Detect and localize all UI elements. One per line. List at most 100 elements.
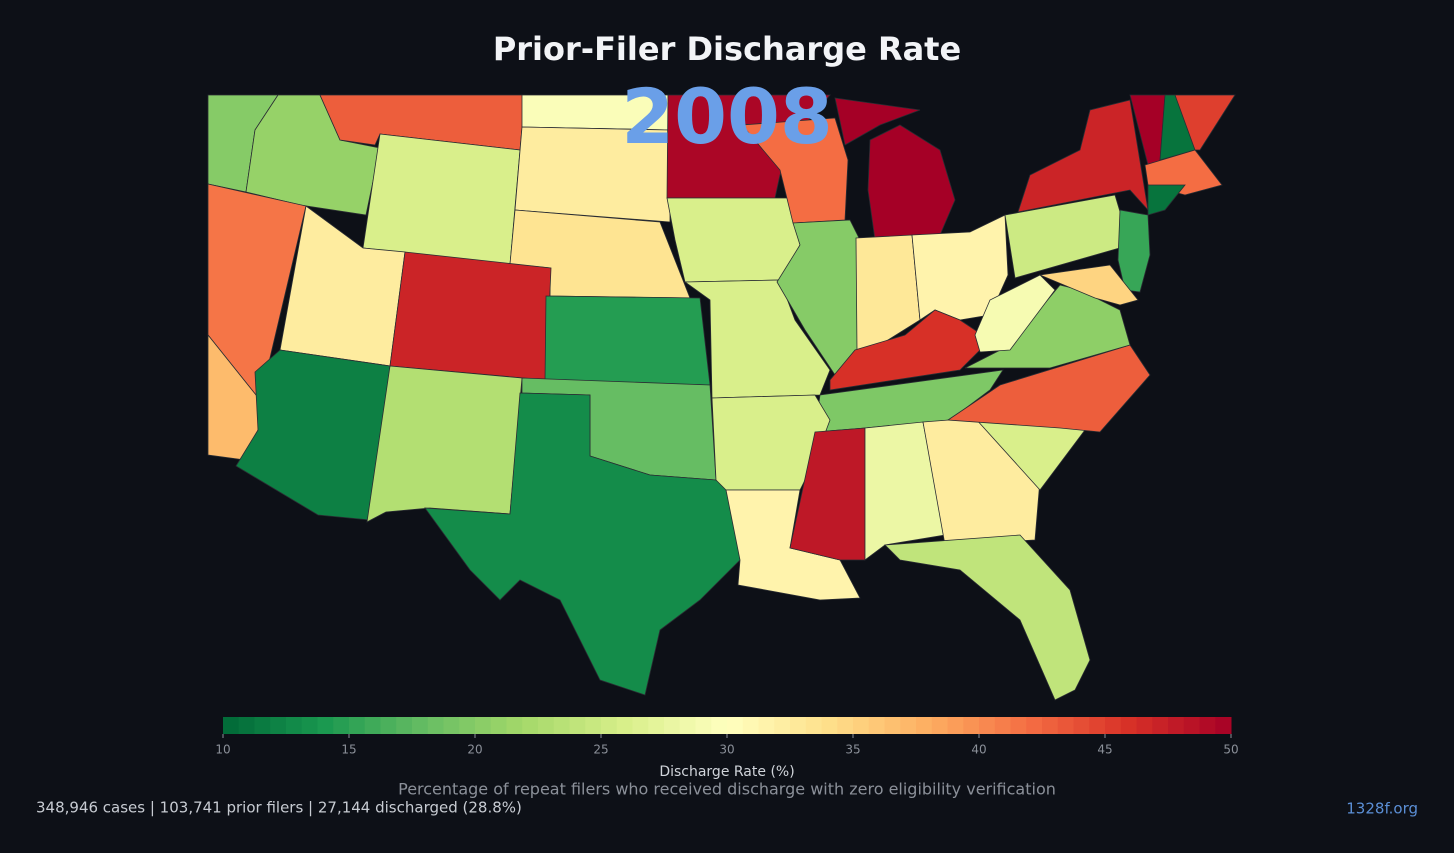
colorbar-tick-label: 15 [341, 743, 356, 757]
colorbar-tick-label: 10 [215, 743, 230, 757]
colorbar-segment [695, 717, 712, 734]
colorbar-segment [664, 717, 681, 734]
colorbar-segment [1105, 717, 1122, 734]
colorbar-segment [1168, 717, 1185, 734]
colorbar-segment [1136, 717, 1153, 734]
colorbar-segment [254, 717, 271, 734]
region [884, 534, 1091, 701]
region [1017, 99, 1149, 213]
region [1038, 264, 1139, 306]
region [789, 427, 866, 561]
colorbar-segment [443, 717, 460, 734]
colorbar-tick-label: 30 [719, 743, 734, 757]
colorbar-segment [742, 717, 759, 734]
colorbar-tick-label: 40 [971, 743, 986, 757]
colorbar-segment [1057, 717, 1074, 734]
colorbar-segment [238, 717, 255, 734]
colorbar-segment [884, 717, 901, 734]
region [864, 421, 946, 561]
region [362, 133, 521, 266]
colorbar-segment [585, 717, 602, 734]
colorbar-segment [286, 717, 303, 734]
colorbar-segment [349, 717, 366, 734]
region [1147, 184, 1186, 216]
region [389, 251, 552, 381]
colorbar-segment [868, 717, 885, 734]
colorbar-tick-label: 20 [467, 743, 482, 757]
colorbar-segment [364, 717, 381, 734]
region [666, 197, 801, 283]
subtitle: Percentage of repeat filers who received… [398, 780, 1056, 799]
colorbar-segment [475, 717, 492, 734]
colorbar-segment [774, 717, 791, 734]
colorbar-segment [317, 717, 334, 734]
title: Prior-Filer Discharge Rate [493, 30, 961, 68]
colorbar-segment [490, 717, 507, 734]
colorbar-segment [1152, 717, 1169, 734]
region [725, 489, 861, 601]
colorbar-segment [900, 717, 917, 734]
region [834, 97, 956, 241]
colorbar-segment [380, 717, 397, 734]
colorbar-tick-label: 25 [593, 743, 608, 757]
colorbar-segment [569, 717, 586, 734]
colorbar-segment [758, 717, 775, 734]
colorbar-segment [538, 717, 555, 734]
colorbar-segment [1089, 717, 1106, 734]
region [855, 234, 921, 351]
colorbar-segment [837, 717, 854, 734]
colorbar-tick-label: 50 [1223, 743, 1238, 757]
colorbar-tick-label: 35 [845, 743, 860, 757]
source-link: 1328f.org [1346, 800, 1418, 818]
colorbar-segment [805, 717, 822, 734]
colorbar-segment [1073, 717, 1090, 734]
region [424, 392, 741, 696]
region [366, 365, 523, 523]
footer-stats: 348,946 cases | 103,741 prior filers | 2… [36, 799, 522, 817]
colorbar-segment [916, 717, 933, 734]
colorbar-segment [1010, 717, 1027, 734]
year-label: 2008 [621, 72, 833, 161]
colorbar-segment [1026, 717, 1043, 734]
region [829, 309, 991, 391]
colorbar-segment [1042, 717, 1059, 734]
colorbar-segment [522, 717, 539, 734]
colorbar: 10 15 20 25 30 35 40 45 50 [215, 717, 1239, 757]
colorbar-segment [931, 717, 948, 734]
colorbar-segment [963, 717, 980, 734]
colorbar-segment [301, 717, 318, 734]
colorbar-segment [1120, 717, 1137, 734]
colorbar-segment [1183, 717, 1200, 734]
colorbar-segment [821, 717, 838, 734]
colorbar-segment [412, 717, 429, 734]
colorbar-segment [853, 717, 870, 734]
colorbar-segment [270, 717, 287, 734]
colorbar-segment [979, 717, 996, 734]
colorbar-segment [994, 717, 1011, 734]
colorbar-segment [679, 717, 696, 734]
region [946, 344, 1151, 433]
colorbar-segment [601, 717, 618, 734]
map [207, 94, 1236, 701]
colorbar-segment [1215, 717, 1232, 734]
colorbar-segment [553, 717, 570, 734]
colorbar-segment [727, 717, 744, 734]
colorbar-segment [333, 717, 350, 734]
region [1144, 149, 1223, 196]
colorbar-segment [632, 717, 649, 734]
colorbar-segment [790, 717, 807, 734]
colorbar-label: Discharge Rate (%) [659, 764, 794, 780]
colorbar-segment [1199, 717, 1216, 734]
colorbar-tick-label: 45 [1097, 743, 1112, 757]
colorbar-segment [711, 717, 728, 734]
colorbar-segment [506, 717, 523, 734]
colorbar-segment [223, 717, 240, 734]
colorbar-segment [648, 717, 665, 734]
colorbar-segment [459, 717, 476, 734]
region [1117, 209, 1151, 293]
colorbar-segment [947, 717, 964, 734]
region [514, 126, 671, 223]
colorbar-segment [396, 717, 413, 734]
region [974, 274, 1056, 353]
